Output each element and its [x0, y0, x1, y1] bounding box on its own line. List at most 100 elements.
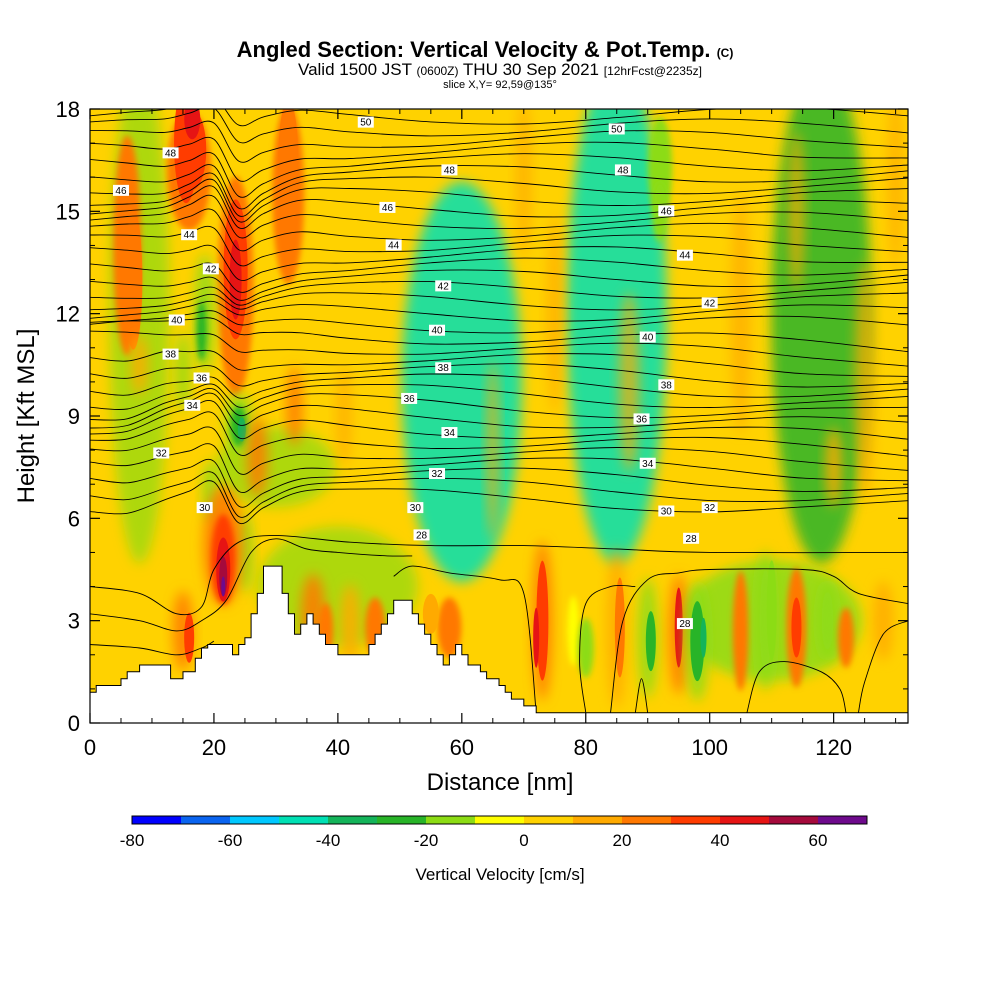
isentrope-label: 34: [639, 457, 656, 470]
isentrope-label: 44: [676, 249, 693, 262]
isentrope-line: [90, 534, 908, 616]
velocity-blob: [766, 560, 777, 661]
velocity-blob: [873, 580, 894, 661]
isentrope-line: [90, 172, 908, 217]
svg-text:42: 42: [704, 298, 716, 309]
y-axis-label: Height [Kft MSL]: [13, 329, 40, 504]
isentrope-label: 28: [676, 618, 693, 630]
isentrope-line: [90, 136, 908, 182]
velocity-blob: [237, 417, 246, 442]
velocity-blob: [825, 427, 842, 508]
velocity-blob: [184, 109, 201, 140]
y-tick-label: 12: [56, 302, 80, 327]
x-axis-label: Distance [nm]: [427, 769, 574, 796]
y-tick-label: 3: [68, 609, 80, 634]
colorbar-swatch: [524, 816, 573, 824]
isentrope-label: 34: [184, 399, 201, 412]
isentrope-line: [857, 620, 908, 713]
isentrope-line: [90, 363, 908, 388]
chart-title: Angled Section: Vertical Velocity & Pot.…: [237, 37, 734, 62]
isentrope-line: [90, 185, 908, 229]
velocity-blob: [838, 607, 855, 668]
velocity-blob: [791, 597, 802, 658]
slice-info: slice X,Y= 92,59@135°: [443, 79, 557, 91]
velocity-blob: [184, 612, 195, 663]
colorbar-swatch: [720, 816, 769, 824]
svg-text:50: 50: [611, 124, 623, 135]
velocity-blob: [196, 300, 207, 361]
svg-text:48: 48: [165, 148, 177, 159]
colorbar-swatch: [230, 816, 279, 824]
isentrope-line: [610, 568, 908, 713]
isentrope-line: [90, 300, 908, 322]
colorbar-swatch: [475, 816, 524, 824]
velocity-blob: [533, 607, 540, 668]
x-tick-label: 120: [815, 735, 852, 760]
velocity-blob: [771, 109, 872, 564]
velocity-blob: [124, 209, 143, 350]
velocity-blob: [401, 181, 522, 582]
colorbar-tick-label: -40: [316, 831, 341, 850]
isentrope-line: [393, 565, 537, 713]
svg-text:48: 48: [444, 165, 456, 176]
velocity-blob: [566, 109, 667, 564]
isentrope-line: [746, 661, 847, 713]
isentrope-line: [90, 388, 908, 421]
velocity-blob: [887, 109, 904, 268]
velocity-blob: [278, 109, 299, 221]
isentrope-label: 30: [196, 502, 213, 514]
velocity-blob: [577, 617, 594, 678]
isentrope-label: 42: [435, 280, 452, 292]
isentrope-label: 38: [162, 348, 179, 361]
isentrope-line: [90, 269, 908, 301]
colorbar-label: Vertical Velocity [cm/s]: [415, 865, 584, 884]
isentrope-line: [90, 392, 908, 429]
isentrope-label: 46: [379, 201, 396, 214]
isentrope-line: [90, 538, 413, 632]
velocity-blob: [437, 597, 462, 658]
isentrope-label: 50: [357, 116, 374, 129]
velocity-blob: [645, 611, 656, 672]
svg-text:42: 42: [438, 281, 450, 292]
isentrope-label: 36: [401, 392, 418, 405]
isentrope-line: [90, 426, 908, 475]
isentrope-label: 42: [701, 297, 718, 309]
isentrope-label: 44: [181, 229, 198, 241]
colorbar-tick-label: 0: [519, 831, 528, 850]
isentrope-label: 30: [658, 505, 675, 518]
isentrope-line: [90, 471, 908, 518]
isentrope-label: 50: [608, 123, 625, 135]
colorbar-swatch: [328, 816, 377, 824]
isentrope-line: [90, 411, 908, 457]
svg-text:40: 40: [642, 333, 654, 344]
svg-text:34: 34: [642, 459, 654, 470]
velocity-blob: [422, 593, 439, 634]
y-tick-label: 0: [68, 711, 80, 736]
isentrope-line: [90, 164, 908, 210]
svg-text:30: 30: [661, 507, 673, 518]
velocity-blob: [221, 576, 226, 597]
colorbar-tick-label: 60: [809, 831, 828, 850]
isentrope-line: [90, 120, 908, 163]
colorbar-swatch: [573, 816, 622, 824]
svg-text:44: 44: [388, 240, 400, 251]
isentrope-line: [90, 225, 908, 267]
svg-text:40: 40: [171, 315, 183, 326]
colorbar-frame: [131, 815, 868, 825]
isentrope-label: 30: [407, 502, 424, 514]
colorbar-swatch: [377, 816, 426, 824]
isentrope-label: 38: [658, 379, 675, 391]
isentrope-label: 28: [413, 529, 430, 541]
isentrope-line: [90, 640, 215, 656]
velocity-blob: [219, 556, 228, 597]
velocity-blob: [515, 109, 532, 258]
y-tick-label: 6: [68, 506, 80, 531]
isentrope-label: 40: [168, 314, 185, 326]
svg-text:46: 46: [661, 206, 673, 217]
velocity-blob: [854, 261, 875, 502]
isentrope-line: [90, 443, 908, 493]
velocity-blob: [536, 560, 549, 681]
isentrope-label: 48: [162, 147, 179, 159]
x-tick-label: 80: [574, 735, 598, 760]
